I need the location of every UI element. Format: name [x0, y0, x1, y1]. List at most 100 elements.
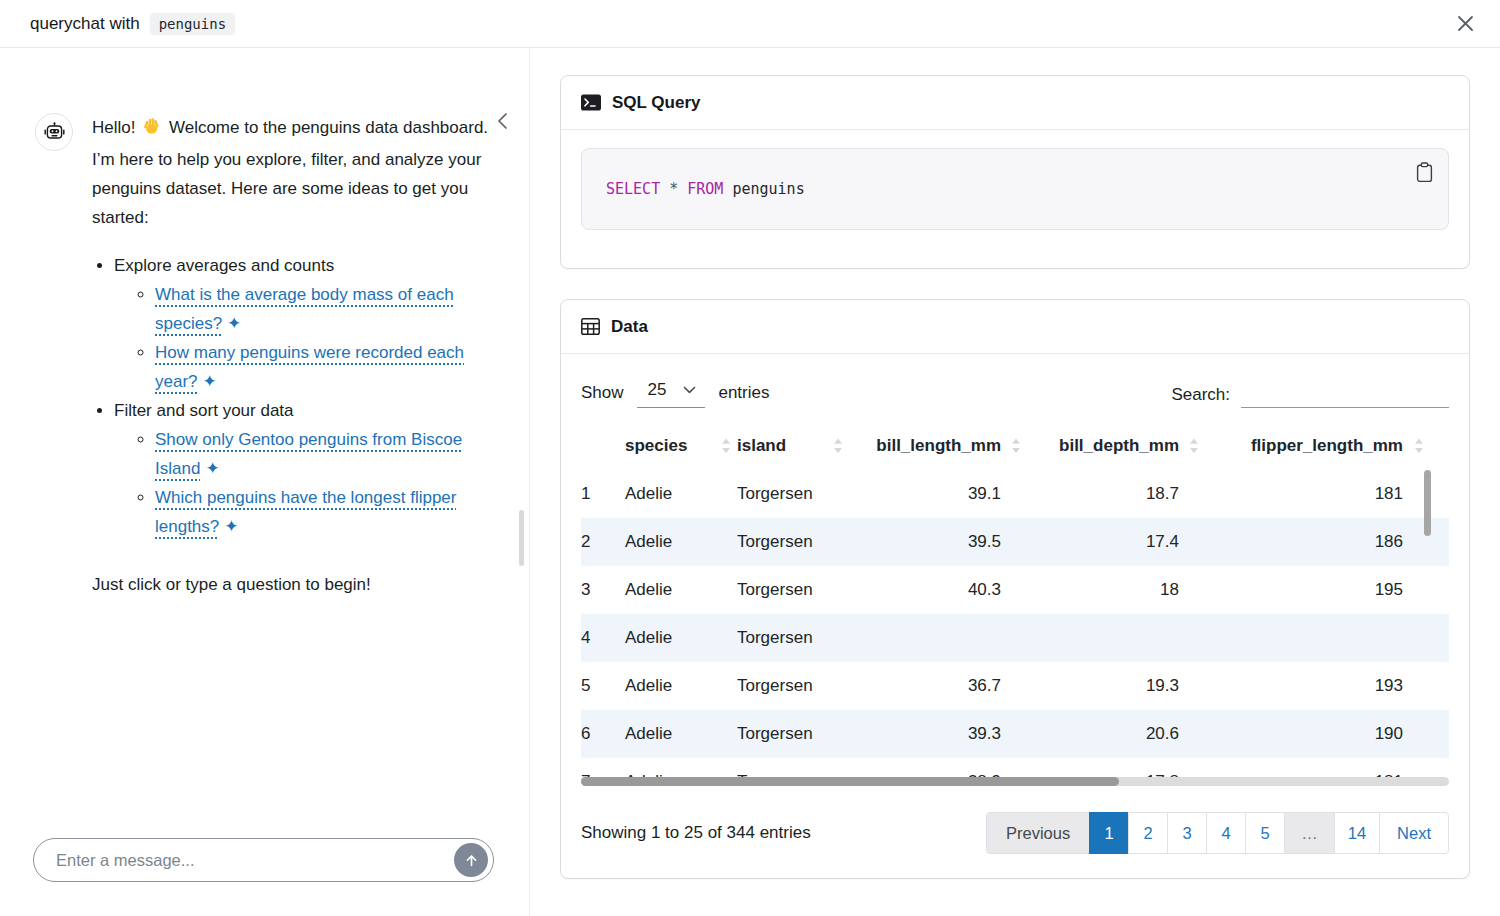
sparkle-icon: ✦ [227, 309, 241, 338]
suggestion-sublist: Show only Gentoo penguins from Biscoe Is… [114, 425, 496, 541]
table-cell: Torgersen [737, 662, 849, 710]
table-cell: 39.5 [849, 518, 1027, 566]
page-length-select[interactable]: 25 [637, 378, 706, 408]
table-cell: Adelie [625, 470, 737, 518]
suggestion-group: Explore averages and counts What is the a… [114, 251, 496, 396]
row-number-cell: 4 [581, 614, 625, 662]
pagination-ellipsis-label: … [1284, 812, 1335, 854]
table-icon [581, 318, 600, 335]
table-info: Showing 1 to 25 of 344 entries [581, 823, 811, 843]
greeting-prefix: Hello! [92, 118, 135, 137]
table-cell: 20.6 [1027, 710, 1205, 758]
table-cell: 181 [1205, 470, 1449, 518]
suggestion-item: What is the average body mass of each sp… [155, 280, 496, 338]
table-cell: 18 [1027, 566, 1205, 614]
table-cell: 19.3 [1027, 662, 1205, 710]
column-header-label: bill_length_mm [876, 436, 1001, 455]
suggestion-item: Show only Gentoo penguins from Biscoe Is… [155, 425, 496, 483]
close-button[interactable] [1451, 9, 1480, 38]
collapse-sidebar-button[interactable] [492, 108, 514, 134]
vertical-scrollbar[interactable] [1424, 470, 1431, 536]
table-cell: Torgersen [737, 518, 849, 566]
close-icon [1455, 13, 1476, 34]
pagination-page-link[interactable]: 4 [1206, 812, 1246, 854]
table-cell: Adelie [625, 710, 737, 758]
table-cell: Torgersen [737, 710, 849, 758]
pagination-page-2[interactable]: 2 [1129, 812, 1168, 854]
table-cell: 39.1 [849, 470, 1027, 518]
column-header-label: species [625, 436, 687, 455]
pagination: Previous12345…14Next [986, 812, 1449, 854]
pagination-page-link[interactable]: 5 [1245, 812, 1285, 854]
table-cell: 39.3 [849, 710, 1027, 758]
table-cell: Adelie [625, 614, 737, 662]
column-header-island[interactable]: island [737, 422, 849, 470]
row-number-cell: 2 [581, 518, 625, 566]
pagination-page-14[interactable]: 14 [1335, 812, 1380, 854]
suggestion-link[interactable]: What is the average body mass of each sp… [155, 285, 454, 333]
table-row: 2AdelieTorgersen39.517.4186 [581, 518, 1449, 566]
suggestion-group-title: Explore averages and counts [114, 256, 334, 275]
pagination-page-4[interactable]: 4 [1207, 812, 1246, 854]
table-cell [849, 614, 1027, 662]
row-number-cell: 6 [581, 710, 625, 758]
table-search-input[interactable] [1241, 381, 1449, 408]
table-cell: 36.7 [849, 662, 1027, 710]
entries-label: entries [718, 383, 769, 403]
robot-avatar [35, 113, 73, 151]
sparkle-icon: ✦ [205, 454, 219, 483]
table-footer: Showing 1 to 25 of 344 entries Previous1… [581, 812, 1449, 854]
pagination-page-3[interactable]: 3 [1168, 812, 1207, 854]
column-header-bill_length_mm[interactable]: bill_length_mm [849, 422, 1027, 470]
pagination-next[interactable]: Next [1380, 812, 1449, 854]
suggestion-item: Which penguins have the longest flipper … [155, 483, 496, 541]
suggestion-link[interactable]: How many penguins were recorded each yea… [155, 343, 464, 391]
message-input[interactable] [54, 850, 454, 871]
message-input-container [33, 838, 494, 882]
column-header-bill_depth_mm[interactable]: bill_depth_mm [1027, 422, 1205, 470]
column-header-flipper_length_mm[interactable]: flipper_length_mm [1205, 422, 1449, 470]
topbar: querychat with penguins [0, 0, 1500, 48]
page-length-control: Show 25 entries [581, 378, 769, 408]
sql-card-title: SQL Query [612, 93, 701, 113]
pagination-page-5[interactable]: 5 [1246, 812, 1285, 854]
sort-icon [1012, 439, 1020, 454]
chevron-left-icon [494, 110, 512, 132]
pagination-previous-link[interactable]: Previous [986, 812, 1090, 854]
horizontal-scrollbar-thumb[interactable] [581, 777, 1119, 786]
suggestion-group-title: Filter and sort your data [114, 401, 294, 420]
pagination-page-1[interactable]: 1 [1090, 812, 1129, 854]
pagination-page-link[interactable]: 3 [1167, 812, 1207, 854]
pagination-previous[interactable]: Previous [986, 812, 1090, 854]
suggestion-link[interactable]: Which penguins have the longest flipper … [155, 488, 456, 536]
table-row: 3AdelieTorgersen40.318195 [581, 566, 1449, 614]
clipboard-icon [1416, 162, 1433, 183]
search-control: Search: [1171, 381, 1449, 408]
table-cell: 40.3 [849, 566, 1027, 614]
send-button[interactable] [454, 843, 488, 877]
pagination-page-link[interactable]: 14 [1334, 812, 1380, 854]
pagination-next-link[interactable]: Next [1379, 812, 1449, 854]
assistant-message: Hello! [0, 48, 529, 618]
table-cell: 190 [1205, 710, 1449, 758]
sort-icon [722, 439, 730, 454]
horizontal-scrollbar[interactable] [581, 777, 1449, 786]
suggestion-item: How many penguins were recorded each yea… [155, 338, 496, 396]
page-title: querychat with penguins [30, 13, 235, 35]
chat-input-row [33, 838, 494, 882]
sort-icon [1415, 439, 1423, 454]
dataset-badge: penguins [150, 13, 235, 35]
content-area: SQL Query SELECT * FROM penguins [530, 48, 1500, 916]
pagination-page-link[interactable]: 1 [1089, 812, 1129, 854]
row-number-cell: 5 [581, 662, 625, 710]
sparkle-icon: ✦ [224, 512, 238, 541]
sql-card-body: SELECT * FROM penguins [561, 130, 1469, 268]
column-header-species[interactable]: species [625, 422, 737, 470]
suggestion-link[interactable]: Show only Gentoo penguins from Biscoe Is… [155, 430, 462, 478]
sidebar-scrollbar[interactable] [519, 510, 524, 566]
data-table: species island bill_length_mm bill_depth_mm… [581, 422, 1449, 786]
search-label: Search: [1171, 385, 1230, 405]
pagination-page-link[interactable]: 2 [1128, 812, 1168, 854]
table-cell: Adelie [625, 566, 737, 614]
copy-button[interactable] [1414, 160, 1435, 185]
